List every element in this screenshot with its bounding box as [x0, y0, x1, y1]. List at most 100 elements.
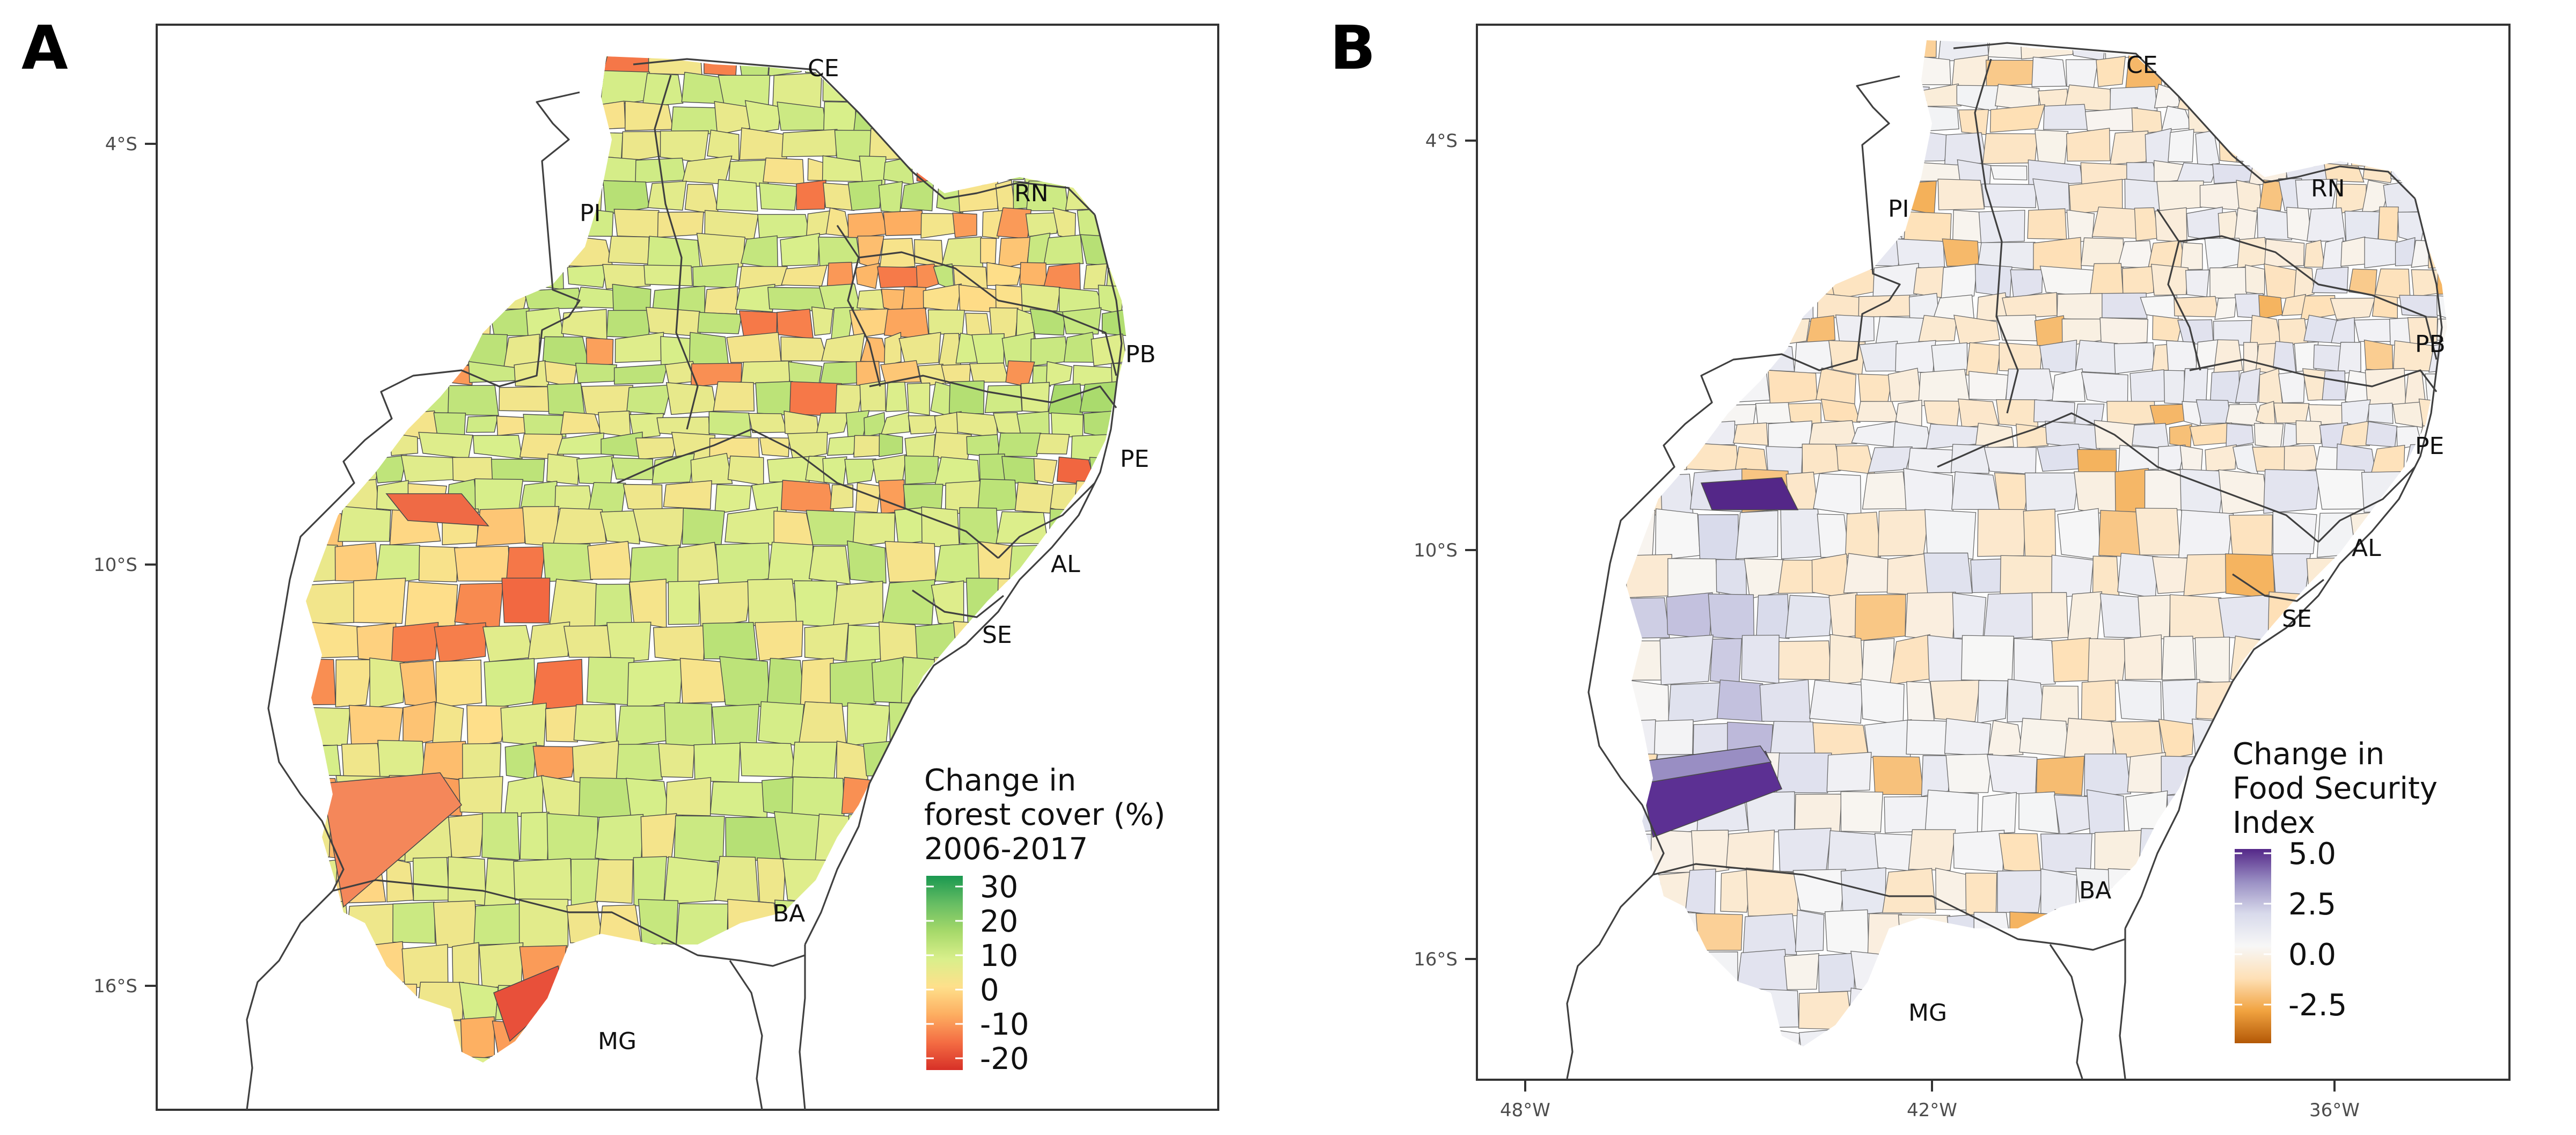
municipality [1700, 477, 1799, 510]
municipality [2179, 468, 2226, 516]
state-border-rn-pb [858, 251, 1117, 376]
municipality [763, 157, 804, 185]
municipality [836, 741, 868, 783]
municipality [504, 775, 544, 817]
municipality [796, 179, 826, 210]
municipality [702, 622, 758, 660]
municipality [2023, 508, 2057, 560]
municipality [2364, 237, 2397, 269]
state-border-ce-rn [836, 225, 881, 387]
municipality [711, 704, 760, 745]
municipality [448, 813, 485, 859]
municipality [2278, 370, 2306, 404]
municipality [1942, 238, 1980, 267]
legend-b-title-line-3: Index [2233, 806, 2315, 840]
municipality [2129, 369, 2169, 402]
municipality [2199, 181, 2243, 211]
legend-a-colorbar [926, 876, 963, 1070]
municipality [830, 484, 854, 509]
municipality [613, 209, 660, 238]
municipality [1856, 401, 1899, 422]
municipality [815, 412, 850, 437]
municipality [663, 856, 719, 905]
municipality [586, 656, 635, 706]
municipality [757, 214, 810, 240]
municipality [1906, 720, 1947, 756]
municipality [2286, 207, 2312, 243]
municipality [855, 482, 881, 513]
municipality [1826, 752, 1872, 793]
municipality [1858, 374, 1893, 406]
municipality [857, 289, 885, 310]
municipality [432, 701, 464, 745]
municipality [2081, 679, 2116, 723]
municipality [1862, 638, 1895, 685]
legend-tick-label: 10 [980, 939, 1018, 973]
municipality [835, 384, 863, 416]
municipality [2189, 422, 2232, 446]
municipality [612, 283, 652, 314]
municipality [1735, 510, 1779, 560]
municipality [633, 856, 667, 907]
municipality [1708, 594, 1754, 641]
municipality [847, 179, 883, 211]
state-label-pb: PB [1125, 341, 1156, 368]
municipality [2162, 679, 2200, 726]
municipality [2110, 130, 2149, 165]
legend-a-title-line-1: Change in [924, 763, 1076, 798]
municipality [2212, 163, 2255, 184]
municipality [799, 701, 847, 746]
municipality [2147, 240, 2186, 269]
municipality [1930, 679, 1981, 722]
municipality [2196, 399, 2231, 424]
legend-tick-label: -2.5 [2288, 988, 2347, 1023]
municipality [1986, 60, 2036, 87]
municipality [1918, 314, 1957, 342]
municipality [724, 507, 778, 546]
municipality [879, 433, 903, 457]
municipality [453, 545, 510, 582]
municipality [1716, 559, 1747, 598]
municipality [941, 236, 984, 268]
municipality [1808, 420, 1857, 446]
municipality [766, 657, 806, 706]
state-border-mg-west [246, 890, 334, 1110]
municipality [1777, 559, 1817, 594]
municipality [588, 482, 626, 513]
municipality [587, 540, 633, 580]
municipality [546, 453, 580, 485]
state-label-al: AL [1051, 551, 1080, 578]
municipality [2051, 554, 2094, 598]
state-label-mg: MG [598, 1028, 636, 1055]
municipality [747, 579, 800, 628]
municipality [401, 944, 449, 988]
municipality [674, 815, 725, 863]
municipality [884, 541, 936, 583]
municipality [519, 811, 550, 860]
municipality [2111, 721, 2163, 758]
municipality [1895, 340, 1936, 374]
municipality [660, 130, 709, 163]
municipality [726, 332, 782, 363]
municipality [616, 743, 663, 782]
state-label-b-mg: MG [1908, 999, 1947, 1027]
legend-tick-label: 0.0 [2288, 938, 2336, 972]
lat-label-4s: 4°S [105, 134, 137, 155]
lat-label-b-4s: 4°S [1425, 130, 1458, 152]
municipality [2330, 297, 2376, 320]
municipality [2152, 556, 2189, 594]
lat-label-b-16s: 16°S [1414, 949, 1458, 970]
municipality [640, 813, 677, 858]
municipality [2235, 368, 2261, 404]
municipality [980, 237, 997, 264]
municipality [545, 705, 578, 743]
state-border-b-pe-ba [1937, 412, 2319, 543]
municipality [2245, 264, 2265, 295]
municipality [2158, 719, 2194, 760]
municipality [2067, 591, 2103, 642]
municipality [2163, 370, 2185, 405]
municipality [2311, 267, 2349, 294]
municipality [1655, 508, 1701, 561]
municipality [454, 583, 503, 629]
municipality [642, 72, 684, 107]
